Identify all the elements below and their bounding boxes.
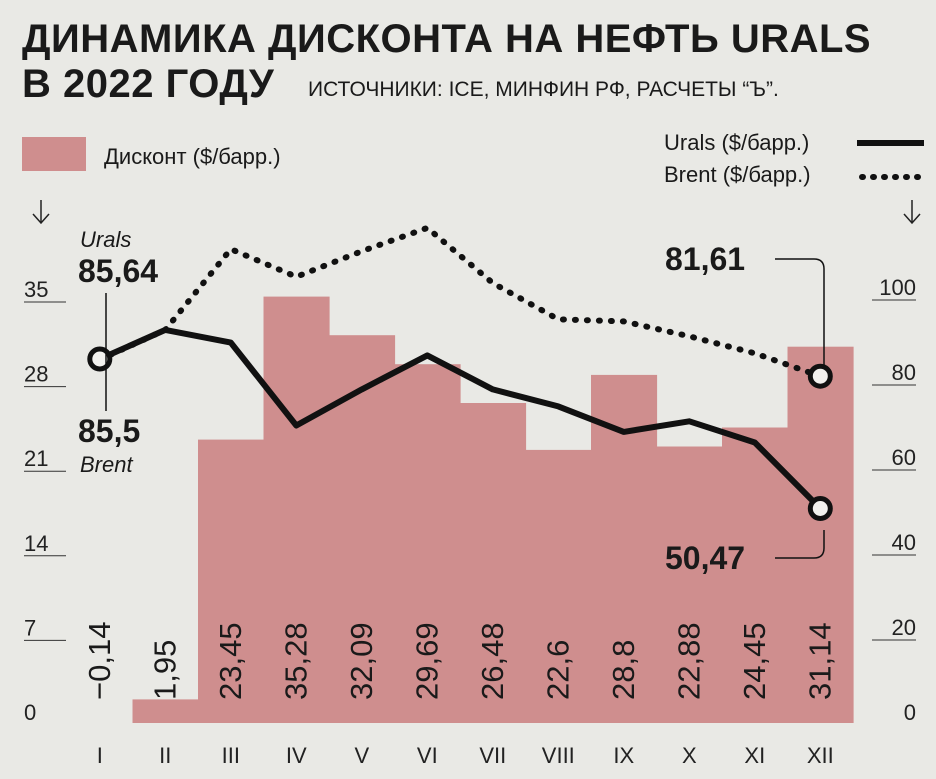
right-tick-label: 0: [904, 700, 916, 725]
brent-end-leader-line: [775, 258, 825, 368]
legend-label-brent: Brent ($/барр.): [664, 162, 811, 187]
annotation-brent-label: Brent: [80, 452, 133, 477]
legend-label-discount: Дисконт ($/барр.): [104, 144, 281, 169]
bar-VIII: [525, 449, 592, 723]
x-tick-label: XII: [807, 743, 834, 768]
bar-XI: [722, 427, 789, 723]
bar-value-label: 1,95: [147, 640, 182, 700]
bar-labels-layer: −0,14 1,95 23,45 35,28 32,09 29,69 26,48 22,6 28…: [82, 622, 837, 700]
annotation-brent-end-value: 81,61: [665, 241, 745, 277]
x-tick-label: X: [682, 743, 697, 768]
x-tick-label: IX: [613, 743, 634, 768]
bar-value-label: 22,88: [671, 622, 706, 700]
annotation-urals-end-value: 50,47: [665, 540, 745, 576]
bar-value-label: 28,8: [606, 640, 641, 700]
marker-brent-end: [807, 363, 833, 389]
bar-II: [132, 699, 199, 723]
left-tick-label: 28: [24, 362, 48, 387]
x-tick-label: XI: [744, 743, 765, 768]
right-axis-arrow-icon: [903, 200, 921, 225]
x-tick-label: IV: [286, 743, 307, 768]
marker-urals-end: [807, 496, 833, 521]
right-tick-label: 80: [892, 360, 916, 385]
left-tick-label: 14: [24, 531, 48, 556]
urals-end-leader-line: [775, 530, 825, 559]
x-tick-label: VIII: [542, 743, 575, 768]
bar-value-label: 32,09: [344, 622, 379, 700]
chart-title-line2: В 2022 ГОДУ: [22, 62, 275, 106]
x-tick-label: VI: [417, 743, 438, 768]
right-tick-label: 100: [879, 275, 916, 300]
x-tick-label: VII: [479, 743, 506, 768]
right-tick-label: 60: [892, 445, 916, 470]
x-tick-label: V: [354, 743, 369, 768]
right-tick-label: 20: [892, 615, 916, 640]
series-line-urals: [98, 326, 823, 511]
x-tick-label: III: [222, 743, 240, 768]
bar-value-label: 23,45: [213, 622, 248, 700]
marker-start: [87, 346, 113, 372]
annotation-brent-start-value: 85,5: [78, 413, 140, 449]
x-tick-label: II: [159, 743, 171, 768]
x-tick-label: I: [97, 743, 103, 768]
bar-value-label: 29,69: [409, 622, 444, 700]
series-line-brent: [96, 224, 824, 380]
left-tick-label: 7: [24, 615, 36, 640]
source-note: ИСТОЧНИКИ: ICE, МИНФИН РФ, РАСЧЕТЫ “Ъ”.: [308, 78, 779, 101]
bar-X: [656, 446, 723, 723]
bar-XII: [787, 346, 854, 723]
bar-value-label: 31,14: [802, 622, 837, 700]
bar-value-label: 24,45: [737, 622, 772, 700]
bar-VII: [460, 403, 527, 723]
bar-VI: [394, 364, 461, 723]
bar-value-label: 35,28: [278, 622, 313, 700]
left-tick-label: 21: [24, 446, 48, 471]
lines-layer: [87, 224, 833, 521]
bar-value-label: −0,14: [82, 622, 117, 700]
bar-III: [198, 439, 265, 723]
annotation-urals-start-value: 85,64: [78, 253, 158, 289]
left-tick-label: 35: [24, 277, 48, 302]
legend-label-urals: Urals ($/барр.): [664, 130, 809, 155]
bar-IV: [263, 296, 330, 723]
chart-title-line1: ДИНАМИКА ДИСКОНТА НА НЕФТЬ URALS: [22, 17, 871, 61]
left-tick-label: 0: [24, 700, 36, 725]
legend-swatch-discount: [22, 137, 86, 171]
right-tick-label: 40: [892, 530, 916, 555]
bar-value-label: 26,48: [475, 622, 510, 700]
annotation-urals-label: Urals: [80, 227, 131, 252]
bar-value-label: 22,6: [540, 640, 575, 700]
left-axis-arrow-icon: [32, 200, 50, 225]
